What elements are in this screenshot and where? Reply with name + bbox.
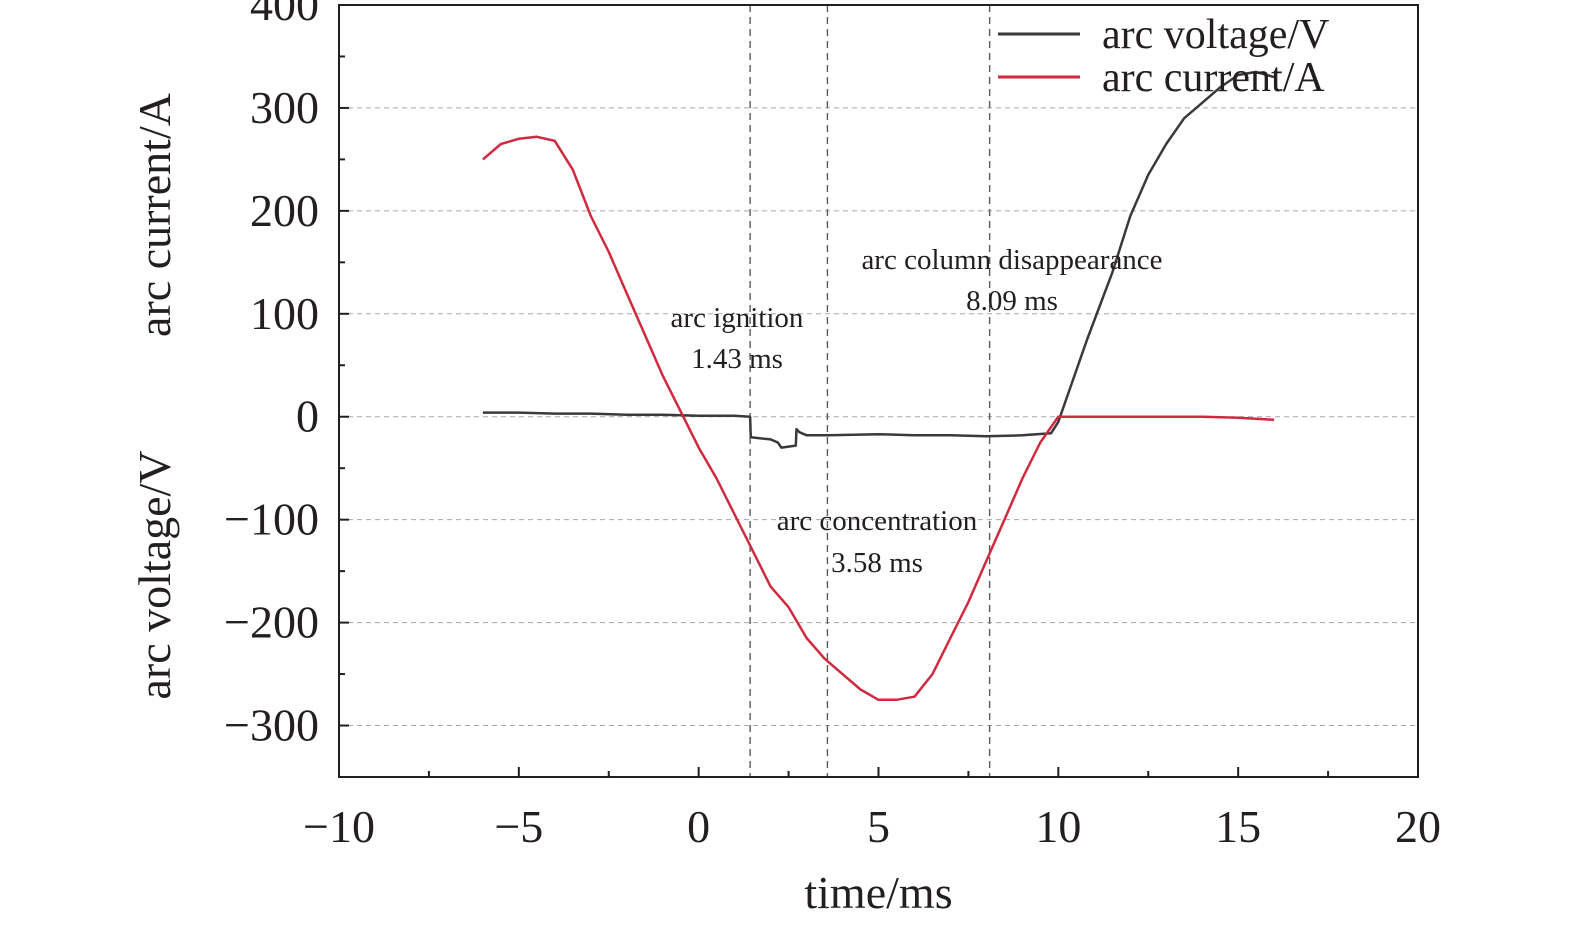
annotation-arc-ignition-time: 1.43 ms: [691, 343, 783, 375]
x-tick-label: 10: [1035, 801, 1081, 852]
series-lines: [482, 70, 1275, 702]
event-marker-lines: [749, 5, 991, 777]
y-tick-label: −200: [224, 597, 319, 648]
y-tick-label: 0: [296, 391, 319, 442]
x-tick-label: −5: [494, 801, 543, 852]
x-tick-label: 0: [687, 801, 710, 852]
legend: arc voltage/V arc current/A: [998, 12, 1329, 101]
annotation-arc-concentration-label: arc concentration: [777, 505, 978, 537]
y-axis-title-voltage: arc voltage/V: [129, 450, 180, 699]
grid-lines: [339, 4, 1418, 727]
axis-ticks: 400 300 200 100 0 −100 −200 −300 −10 −5 0 5 10 15 20: [224, 0, 1441, 852]
legend-label-arc-current: arc current/A: [1102, 55, 1325, 101]
annotation-arc-ignition-label: arc ignition: [671, 302, 804, 334]
y-tick-label: −300: [224, 700, 319, 751]
series-line-arc-current: [482, 135, 1275, 702]
annotation-arc-concentration-time: 3.58 ms: [831, 547, 923, 579]
x-tick-label: −10: [303, 801, 375, 852]
x-tick-label: 15: [1215, 801, 1261, 852]
x-axis-title: time/ms: [804, 867, 952, 918]
x-tick-label: 5: [867, 801, 890, 852]
y-tick-label: 300: [250, 82, 319, 133]
legend-label-arc-voltage: arc voltage/V: [1102, 12, 1329, 58]
annotation-arc-column-disappearance-label: arc column disappearance: [861, 244, 1162, 276]
y-tick-label: −100: [224, 494, 319, 545]
x-tick-label: 20: [1395, 801, 1441, 852]
y-tick-label: 100: [250, 288, 319, 339]
annotation-arc-column-disappearance-time: 8.09 ms: [966, 285, 1058, 317]
y-tick-label: 400: [250, 0, 319, 30]
series-line-arc-voltage: [482, 70, 1275, 449]
plot-frame: [338, 4, 1419, 778]
y-axis-title-current: arc current/A: [129, 93, 180, 337]
y-tick-label: 200: [250, 185, 319, 236]
